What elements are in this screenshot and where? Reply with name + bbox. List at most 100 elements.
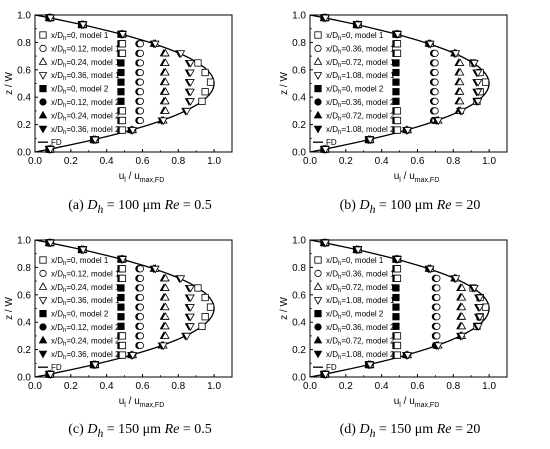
legend-label: x/Dh=0, model 1 [326,256,384,267]
marker-model1-circle [136,88,144,96]
legend-marker-circle [39,44,47,53]
legend-label: x/Dh=0.36, model 2 [51,125,120,136]
marker-model1-tri-down [475,304,485,312]
marker-model1-tri-down [457,107,467,116]
x-tick-label: 1.0 [207,156,221,167]
marker-model1-circle [433,332,441,340]
marker-model1-tri-down [90,136,100,145]
x-tick-label: 0.8 [446,381,460,392]
legend-marker-circle [314,44,322,53]
marker-model1-tri-up [161,312,170,320]
marker-model1-tri-down [78,21,88,30]
legend-marker-tri-down [38,297,48,305]
marker-model1-tri-down [403,352,413,360]
marker-model1-square [393,341,402,350]
marker-model2-square [392,78,400,86]
caption-c: (c) Dh = 150 μm Re = 0.5 [20,422,260,440]
marker-model1-circle [136,68,144,77]
marker-model1-tri-up [457,312,467,320]
marker-model2-square [392,284,400,292]
marker-model1-circle [433,284,441,292]
marker-model2-square [117,68,125,77]
marker-model1-tri-down [159,342,168,351]
caption-d-label: (d) [339,422,356,437]
legend-marker-tri-down [313,350,323,359]
y-tick-label: 0.8 [17,263,31,274]
marker-model1-circle [136,59,144,67]
marker-model1-square [393,126,402,134]
caption-b-dh-sub: h [369,202,376,216]
marker-model1-tri-down [186,69,195,78]
marker-model1-square [206,303,215,311]
y-tick-label: 0.0 [17,148,31,159]
y-tick-label: 0.2 [292,345,306,356]
caption-b: (b) Dh = 100 μm Re = 20 [290,198,530,216]
legend-marker-tri-up [38,110,48,119]
legend-marker-square [39,85,47,93]
x-axis-label: ul / umax,FD [119,171,165,184]
legend-marker-circle [39,323,47,331]
marker-model1-tri-down [475,294,485,303]
legend-label: x/Dh=0, model 2 [326,310,384,321]
marker-model1-tri-down [78,246,88,255]
x-tick-label: 0.4 [375,156,389,167]
marker-model1-tri-down [457,332,467,341]
marker-model1-tri-down [186,59,195,68]
marker-model1-tri-up [457,321,467,330]
legend-marker-tri-up [38,57,48,65]
marker-model2-square [392,59,400,67]
caption-a-end: = 0.5 [179,198,212,213]
legend-label: x/Dh=0.12, model 2 [51,323,120,334]
legend-label: x/Dh=0.12, model 1 [51,269,120,280]
marker-model1-circle [433,313,441,321]
y-tick-label: 1.0 [292,11,306,22]
legend-label: x/Dh=0.72, model 2 [326,336,395,347]
legend-label: x/Dh=0.36, model 1 [51,71,120,82]
caption-d-dh: D [359,422,370,437]
legend-marker-square [39,310,47,318]
marker-model1-square [393,265,402,273]
legend-marker-circle [314,269,322,278]
x-tick-label: 0.0 [303,156,317,167]
y-tick-label: 0.2 [292,120,306,131]
marker-model1-tri-down [186,79,195,87]
legend-marker-square [314,310,322,318]
x-tick-label: 0.4 [100,156,114,167]
marker-model1-tri-down [46,239,55,248]
marker-model1-square [393,274,402,282]
legend-marker-tri-down [313,72,323,80]
marker-model1-square [481,78,490,86]
y-tick-label: 1.0 [17,236,31,247]
caption-d-end: = 20 [451,422,481,437]
legend-label: x/Dh=0, model 2 [326,85,384,96]
y-tick-label: 0.4 [292,318,306,329]
marker-model1-circle [433,303,441,311]
marker-model1-tri-down [118,31,128,39]
marker-model1-tri-down [186,88,195,97]
legend-label: x/Dh=0.72, model 1 [326,58,395,69]
marker-model1-tri-up [161,67,170,76]
x-tick-label: 0.2 [64,156,78,167]
marker-model1-tri-down [186,294,195,303]
marker-model1-tri-up [457,292,467,301]
marker-model2-square [392,303,400,311]
marker-model2-square [117,78,125,86]
marker-model1-square [118,274,127,282]
y-tick-label: 1.0 [292,236,306,247]
marker-model1-tri-down [434,117,443,126]
x-tick-label: 0.4 [100,381,114,392]
legend-label: x/Dh=0, model 2 [51,85,109,96]
legend-label: x/Dh=0, model 1 [51,31,109,42]
x-tick-label: 0.6 [411,156,425,167]
x-tick-label: 0.8 [171,156,185,167]
y-tick-label: 0.6 [17,290,31,301]
legend-label: FD [51,138,62,147]
x-tick-label: 0.6 [136,156,150,167]
marker-model2-square [392,68,400,77]
marker-model1-tri-down [473,88,483,97]
marker-model1-tri-down [128,352,138,360]
legend-label: x/Dh=0.36, model 1 [326,44,395,55]
marker-model1-tri-down [473,98,483,106]
marker-model1-tri-up [161,58,170,66]
marker-model1-tri-up [161,96,170,105]
